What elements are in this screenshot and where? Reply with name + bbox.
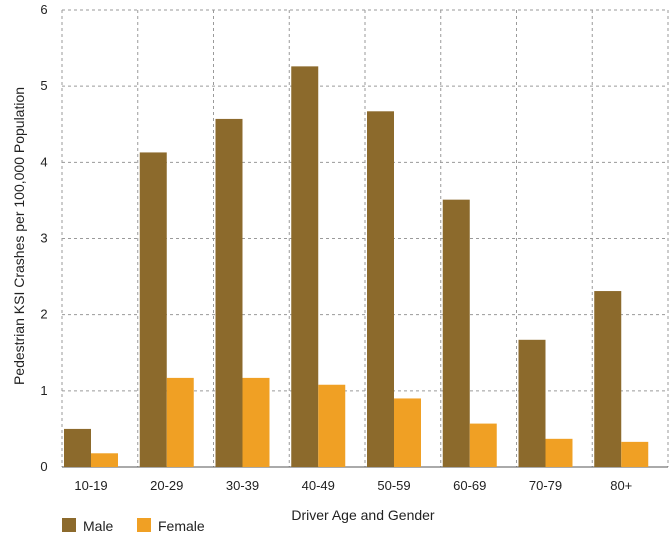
bar-male-80+ — [594, 291, 622, 467]
bar-female-10-19 — [91, 453, 118, 467]
legend-swatch-female — [137, 518, 151, 532]
x-tick-label: 10-19 — [74, 478, 107, 493]
bar-female-20-29 — [166, 377, 194, 467]
bar-male-40-49 — [291, 66, 319, 467]
y-tick-label: 4 — [40, 154, 47, 169]
bar-female-80+ — [621, 441, 649, 467]
x-tick-label: 40-49 — [302, 478, 335, 493]
legend-swatch-male — [62, 518, 76, 532]
y-tick-label: 2 — [40, 307, 47, 322]
bar-female-70-79 — [545, 438, 573, 467]
x-tick-label: 70-79 — [529, 478, 562, 493]
y-tick-label: 3 — [40, 231, 47, 246]
y-tick-label: 0 — [40, 459, 47, 474]
bar-female-40-49 — [318, 384, 346, 467]
y-tick-label: 1 — [40, 383, 47, 398]
x-tick-label: 50-59 — [377, 478, 410, 493]
bar-female-30-39 — [242, 377, 270, 467]
bar-male-60-69 — [442, 199, 470, 467]
bar-female-50-59 — [394, 398, 421, 467]
y-tick-label: 6 — [40, 2, 47, 17]
bar-male-30-39 — [215, 118, 243, 467]
chart-legend: Male Female — [62, 518, 205, 534]
x-axis-title: Driver Age and Gender — [291, 507, 435, 523]
bar-male-70-79 — [518, 339, 546, 467]
y-tick-label: 5 — [40, 78, 47, 93]
legend-label-male: Male — [83, 518, 114, 534]
x-axis: 10-19 20-29 30-39 40-49 50-59 60-69 70-79 80+ — [74, 478, 632, 493]
legend-label-female: Female — [158, 518, 205, 534]
bar-male-50-59 — [367, 111, 394, 467]
x-tick-label: 30-39 — [226, 478, 259, 493]
y-axis: 0 1 2 3 4 5 6 — [40, 2, 47, 474]
x-tick-label: 60-69 — [453, 478, 486, 493]
y-axis-title: Pedestrian KSI Crashes per 100,000 Popul… — [11, 87, 27, 385]
bar-female-60-69 — [469, 423, 497, 467]
bar-male-20-29 — [139, 152, 167, 467]
x-tick-label: 20-29 — [150, 478, 183, 493]
bar-male-10-19 — [64, 428, 91, 467]
x-tick-label: 80+ — [610, 478, 632, 493]
chart-bars — [64, 66, 649, 467]
